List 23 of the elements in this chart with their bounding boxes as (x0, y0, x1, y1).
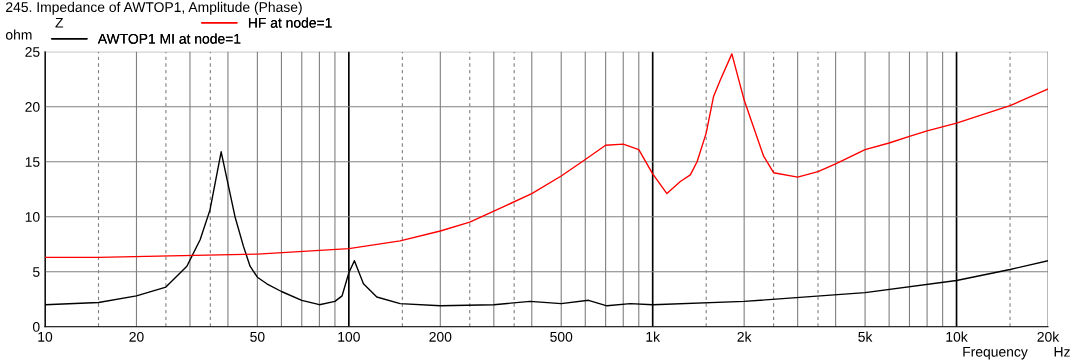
y-tick-label: 5 (32, 267, 40, 277)
x-tick-label: 50 (250, 331, 265, 342)
x-tick-label: 200 (429, 331, 452, 342)
y-tick-label: 10 (25, 212, 40, 222)
x-tick-label: 2k (737, 331, 752, 342)
x-tick-label: 5k (858, 331, 873, 342)
x-tick-label: 500 (550, 331, 573, 342)
y-tick-label: 15 (25, 157, 40, 167)
y-axis-title: ohm (5, 29, 32, 40)
x-tick-label: 20 (129, 331, 144, 342)
y-tick-label: 25 (25, 47, 40, 57)
legend-label: HF at node=1 (248, 17, 332, 28)
y-tick-label: 0 (32, 322, 40, 332)
x-tick-label: 1k (646, 331, 661, 342)
chart-title: 245. Impedance of AWTOP1, Amplitude (Phase) (6, 1, 302, 15)
x-tick-label: 20k (1037, 331, 1060, 342)
y-tick-label: 20 (25, 102, 40, 112)
text: Hz (1054, 347, 1070, 357)
x-axis-title: Frequency (963, 347, 1028, 360)
x-tick-label: 10k (946, 331, 968, 342)
legend-label: AWTOP1 MI at node=1 (97, 33, 241, 44)
text: Z (55, 18, 64, 28)
x-tick-label: 100 (338, 331, 360, 342)
